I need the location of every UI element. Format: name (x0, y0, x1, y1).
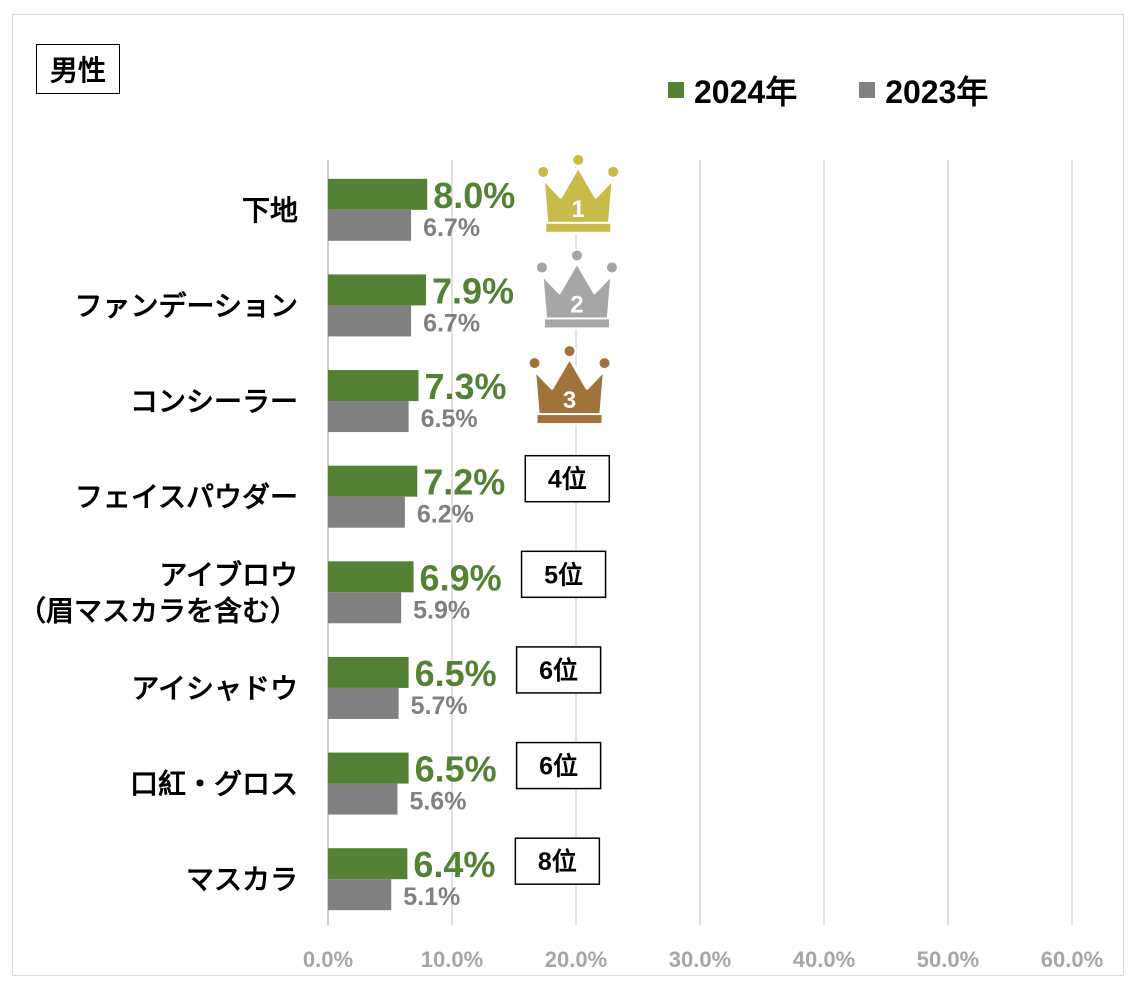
bar-2024 (328, 752, 409, 784)
data-label-2024: 6.9% (420, 557, 502, 598)
bar-2024 (328, 848, 408, 880)
crown-jewel (527, 356, 542, 371)
data-label-2024: 7.9% (432, 270, 514, 311)
crown-rank-number: 1 (572, 196, 585, 223)
category-label: アイシャドウ (131, 673, 298, 704)
rank-box (515, 646, 602, 694)
bar-2023 (328, 209, 412, 241)
category-label: ファンデーション (75, 289, 298, 321)
legend-item-2023: 2023年 (859, 67, 988, 113)
data-label-2023: 5.1% (403, 883, 460, 911)
crown-base (542, 317, 611, 330)
crown-jewel (562, 344, 577, 359)
data-label-2024: 8.0% (433, 175, 515, 216)
x-tick-label: 30.0% (669, 947, 731, 972)
bar-2024 (328, 370, 419, 402)
rank-box-label: 5位 (544, 560, 583, 589)
crown-jewel (606, 164, 621, 179)
legend-item-2024: 2024年 (668, 67, 797, 113)
data-label-2023: 6.5% (421, 405, 478, 433)
rank-box-label: 4位 (548, 465, 587, 494)
crown-jewel (569, 248, 584, 263)
rank-box (524, 454, 611, 503)
legend-label-2023: 2023年 (885, 74, 989, 110)
category-label: （眉マスカラを含む） (18, 594, 298, 626)
data-label-2023: 5.6% (409, 788, 466, 816)
crown-jewel (604, 260, 619, 275)
legend-swatch-2023 (859, 82, 876, 98)
bar-2024 (328, 274, 426, 306)
bar-2024 (328, 178, 428, 210)
category-label: アイブロウ (159, 558, 298, 590)
data-label-2024: 6.5% (415, 749, 497, 790)
category-label: コンシーラー (130, 386, 298, 417)
rank-crown-icon: 3 (527, 344, 612, 426)
crown-jewel (534, 260, 549, 275)
data-label-2023: 5.7% (411, 692, 468, 720)
bar-2023 (328, 687, 399, 719)
crown-rank-number: 3 (563, 387, 576, 414)
rank-crown-icon: 1 (536, 152, 621, 234)
crown-rank-number: 2 (570, 291, 583, 318)
rank-crown-icon: 2 (534, 248, 619, 330)
x-tick-label: 40.0% (793, 947, 855, 972)
bar-2023 (328, 592, 402, 624)
bar-2023 (328, 496, 405, 528)
crown-jewel (597, 356, 612, 371)
data-label-2023: 5.9% (413, 596, 470, 624)
category-label: 下地 (242, 195, 298, 226)
crown-jewel (571, 152, 586, 167)
data-label-2023: 6.7% (423, 214, 480, 242)
x-tick-label: 20.0% (545, 947, 607, 972)
bar-2024 (328, 561, 414, 593)
x-tick-label: 0.0% (303, 947, 353, 972)
crown-jewel (536, 164, 551, 179)
crown-base (535, 413, 604, 426)
legend-label-2024: 2024年 (694, 74, 798, 110)
data-label-2023: 6.7% (423, 309, 480, 337)
category-label: フェイスパウダー (75, 481, 298, 513)
x-tick-label: 60.0% (1041, 947, 1103, 972)
x-tick-label: 10.0% (421, 947, 483, 972)
legend: 2024年 2023年 (668, 70, 988, 110)
data-label-2024: 6.5% (415, 653, 497, 694)
data-label-2024: 7.3% (425, 366, 507, 407)
bar-2024 (328, 656, 409, 688)
panel-label: 男性 (36, 44, 120, 94)
rank-box (514, 837, 601, 885)
rank-box-label: 6位 (539, 656, 578, 685)
bar-2023 (328, 783, 398, 815)
data-label-2024: 7.2% (423, 462, 505, 503)
crown-base (544, 221, 613, 234)
rank-box-label: 6位 (539, 752, 578, 781)
x-tick-label: 50.0% (917, 947, 979, 972)
legend-swatch-2024 (668, 82, 684, 98)
rank-box (520, 550, 607, 599)
bar-2023 (328, 401, 409, 433)
bar-2023 (328, 879, 392, 911)
category-label: マスカラ (186, 864, 298, 895)
rank-box-label: 8位 (538, 847, 577, 876)
category-label: 口紅・グロス (130, 768, 298, 800)
data-label-2023: 6.2% (417, 501, 474, 529)
bar-2023 (328, 305, 412, 337)
data-label-2024: 6.4% (413, 844, 495, 885)
rank-box (515, 741, 602, 790)
bar-2024 (328, 465, 418, 497)
